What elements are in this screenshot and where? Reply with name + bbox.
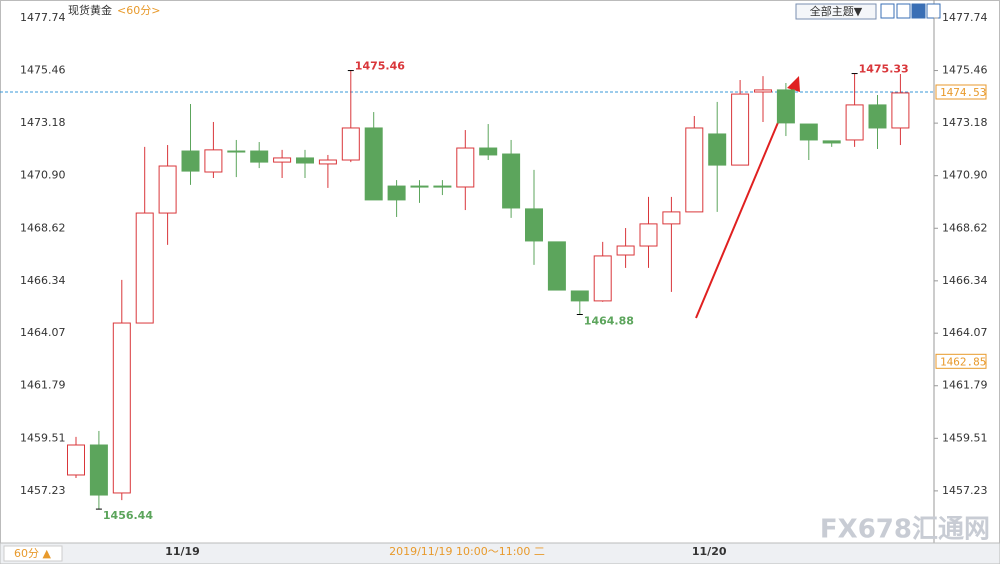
low-label: 1456.44 <box>103 509 153 522</box>
candle-body <box>731 93 750 166</box>
candle-body <box>570 290 589 302</box>
icon[interactable] <box>880 3 895 19</box>
y-tick-label: 1459.51 <box>20 431 66 444</box>
y-tick-label: 1461.79 <box>942 379 988 392</box>
y-tick-label: 1470.90 <box>20 169 66 182</box>
chart-title: 现货黄金 <box>68 3 112 17</box>
candle-body <box>776 89 795 124</box>
period-button-box[interactable] <box>3 545 63 562</box>
candle-body <box>341 127 360 161</box>
period-button[interactable]: 60分 ▲ <box>14 547 51 560</box>
x-tick-label: 11/19 <box>165 545 200 558</box>
candle-body <box>639 223 658 247</box>
marker-price-label: 1462.85 <box>940 355 986 368</box>
arrow-head <box>787 76 800 92</box>
y-tick-label: 1473.18 <box>20 116 66 129</box>
candle-body <box>433 185 452 188</box>
y-tick-label: 1461.79 <box>20 379 66 392</box>
candle-body <box>250 150 269 163</box>
candle-body <box>135 212 154 324</box>
candle-body <box>845 104 864 141</box>
period-label: <60分> <box>117 4 160 17</box>
candle-body <box>868 104 887 129</box>
candle-body <box>891 92 910 129</box>
theme-button-box[interactable] <box>795 3 877 20</box>
candle-body <box>364 127 383 201</box>
low-label: 1464.88 <box>584 315 634 328</box>
y-tick-label: 1477.74 <box>20 11 66 24</box>
icon[interactable] <box>896 3 911 19</box>
candle-body <box>296 157 314 164</box>
candle-body <box>273 157 292 163</box>
candle-body <box>593 255 612 302</box>
y-tick-label: 1457.23 <box>20 484 66 497</box>
y-tick-label: 1464.07 <box>942 326 988 339</box>
candle-body <box>387 185 406 201</box>
candle-body <box>685 127 704 213</box>
candle-body <box>547 241 566 291</box>
y-tick-label: 1459.51 <box>942 431 988 444</box>
y-tick-label: 1475.46 <box>942 64 988 77</box>
candle-body <box>754 89 772 93</box>
candle-body <box>799 123 818 141</box>
candle-body <box>479 147 498 156</box>
y-tick-label: 1475.46 <box>20 64 66 77</box>
y-tick-label: 1468.62 <box>20 221 66 234</box>
candle-body <box>662 211 681 225</box>
candle-body <box>410 185 429 188</box>
candle-body <box>822 140 841 144</box>
price-tag <box>935 353 987 369</box>
candle-body <box>318 159 337 165</box>
y-tick-label: 1470.90 <box>942 169 988 182</box>
icon[interactable] <box>911 3 926 19</box>
y-tick-label: 1464.07 <box>20 326 66 339</box>
y-tick-label: 1466.34 <box>20 274 66 287</box>
candle-body <box>204 149 223 173</box>
candle-body <box>456 147 475 188</box>
candle-body <box>525 208 543 242</box>
high-label: 1475.46 <box>355 60 405 73</box>
y-tick-label: 1457.23 <box>942 484 988 497</box>
candle-body <box>227 150 246 153</box>
candle-body <box>158 165 177 214</box>
toolbar-icons[interactable] <box>880 3 941 19</box>
y-tick-label: 1468.62 <box>942 221 988 234</box>
y-tick-label: 1466.34 <box>942 274 988 287</box>
candle-body <box>708 133 727 166</box>
icon[interactable] <box>926 3 941 19</box>
y-tick-label: 1477.74 <box>942 11 988 24</box>
crosshair-time: 2019/11/19 10:00～11:00 二 <box>389 545 545 558</box>
candle-body <box>616 245 635 256</box>
high-label: 1475.33 <box>859 63 909 76</box>
candle-body <box>502 153 521 209</box>
theme-button[interactable]: 全部主题▼ <box>810 4 863 18</box>
x-tick-label: 11/20 <box>692 545 727 558</box>
candle-body <box>112 322 131 494</box>
candle-body <box>89 444 108 496</box>
y-tick-label: 1473.18 <box>942 116 988 129</box>
watermark: FX678汇通网 <box>820 515 990 545</box>
price-tag <box>935 84 987 100</box>
candle-body <box>67 444 85 476</box>
last-price-label: 1474.53 <box>940 86 986 99</box>
candle-body <box>181 150 200 172</box>
